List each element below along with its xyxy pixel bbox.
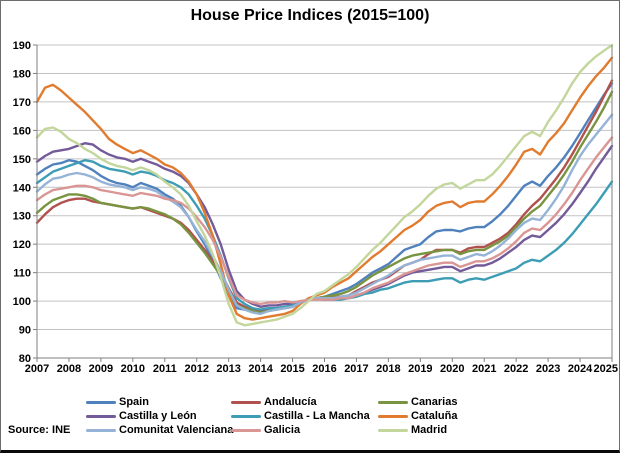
legend-swatch bbox=[231, 428, 261, 432]
series-line-Spain bbox=[35, 82, 614, 313]
x-axis-label: 2022 bbox=[504, 363, 528, 375]
legend-item-Galicia: Galicia bbox=[231, 424, 378, 436]
x-axis-label: 2020 bbox=[440, 363, 464, 375]
chart-legend: Spain Andalucía Canarias Castilla y León Cas… bbox=[86, 395, 538, 437]
x-axis-label: 2015 bbox=[280, 363, 304, 375]
legend-item-Cataluña: Cataluña bbox=[378, 410, 538, 422]
legend-item-Castilla - La Mancha: Castilla - La Mancha bbox=[231, 410, 378, 422]
y-axis-label: 170 bbox=[13, 97, 31, 109]
x-axis-label: 2017 bbox=[344, 363, 368, 375]
series-line-Andalucía bbox=[35, 79, 614, 313]
x-axis-label: 2024 bbox=[568, 363, 593, 375]
legend-label: Castilla - La Mancha bbox=[264, 410, 370, 422]
legend-item-Canarias: Canarias bbox=[378, 396, 538, 408]
legend-swatch bbox=[86, 428, 116, 432]
x-axis-label: 2012 bbox=[184, 363, 208, 375]
y-axis-label: 140 bbox=[13, 182, 31, 194]
legend-label: Spain bbox=[119, 396, 149, 408]
legend-item-Andalucía: Andalucía bbox=[231, 396, 378, 408]
legend-label: Madrid bbox=[411, 424, 448, 436]
legend-item-Comunitat Valenciana: Comunitat Valenciana bbox=[86, 424, 234, 436]
legend-label: Andalucía bbox=[264, 396, 317, 408]
y-axis-label: 180 bbox=[13, 68, 31, 80]
legend-item-Madrid: Madrid bbox=[378, 424, 538, 436]
series-line-Comunitat Valenciana bbox=[35, 113, 614, 316]
legend-swatch bbox=[378, 414, 408, 418]
x-axis-label: 2011 bbox=[153, 363, 177, 375]
x-axis-label: 2010 bbox=[121, 363, 145, 375]
x-axis-label: 2009 bbox=[89, 363, 113, 375]
series-line-Madrid bbox=[35, 43, 614, 327]
y-axis-label: 120 bbox=[13, 239, 31, 251]
x-axis-label: 2019 bbox=[408, 363, 432, 375]
y-axis-label: 110 bbox=[13, 268, 31, 280]
legend-swatch bbox=[231, 400, 261, 404]
series-line-Galicia bbox=[35, 136, 614, 306]
series-line-Cataluña bbox=[35, 56, 614, 321]
series-line-Castilla - La Mancha bbox=[35, 158, 614, 311]
chart-title: House Price Indices (2015=100) bbox=[190, 7, 430, 24]
x-axis-label: 2008 bbox=[57, 363, 81, 375]
legend-swatch bbox=[378, 400, 408, 404]
x-axis-label: 2007 bbox=[25, 363, 49, 375]
legend-label: Galicia bbox=[264, 424, 301, 436]
legend-label: Comunitat Valenciana bbox=[119, 424, 234, 436]
legend-swatch bbox=[378, 428, 408, 432]
x-axis-label: 2018 bbox=[376, 363, 400, 375]
legend-swatch bbox=[86, 414, 116, 418]
x-axis-label: 2023 bbox=[536, 363, 560, 375]
legend-swatch bbox=[86, 400, 116, 404]
legend-item-Spain: Spain bbox=[86, 396, 231, 408]
plot-area: 80 90 100 110 120 130 140 150 160 170 180 190 2007 20… bbox=[13, 40, 618, 375]
x-axis-label: 2025 bbox=[594, 363, 618, 375]
x-axis-label: 2014 bbox=[248, 363, 273, 375]
source-label: Source: INE bbox=[8, 424, 71, 436]
y-axis-label: 100 bbox=[13, 296, 31, 308]
legend-label: Cataluña bbox=[411, 410, 458, 422]
x-axis-label: 2013 bbox=[216, 363, 240, 375]
legend-item-Castilla y León: Castilla y León bbox=[86, 410, 231, 422]
y-axis-label: 130 bbox=[13, 211, 31, 223]
legend-swatch bbox=[231, 414, 261, 418]
y-axis-label: 90 bbox=[19, 325, 31, 337]
series-line-Canarias bbox=[35, 90, 614, 314]
x-axis-label: 2016 bbox=[312, 363, 336, 375]
y-axis-label: 150 bbox=[13, 154, 31, 166]
legend-label: Canarias bbox=[411, 396, 458, 408]
legend-label: Castilla y León bbox=[119, 410, 197, 422]
y-axis-label: 190 bbox=[13, 40, 31, 52]
x-axis-label: 2021 bbox=[472, 363, 496, 375]
y-axis-label: 80 bbox=[19, 353, 31, 365]
y-axis-label: 160 bbox=[13, 125, 31, 137]
